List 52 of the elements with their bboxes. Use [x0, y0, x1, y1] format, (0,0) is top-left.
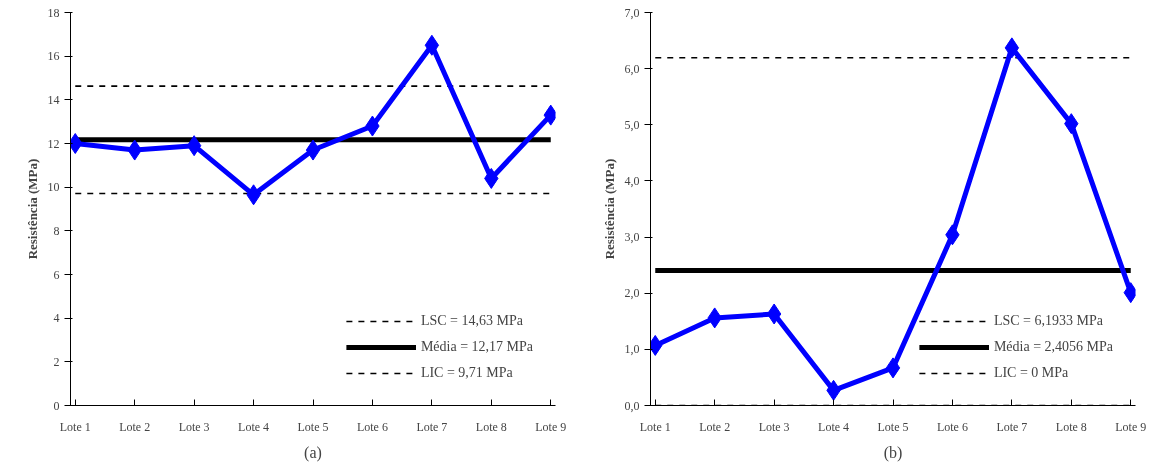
legend-label: Média = 12,17 MPa [420, 339, 533, 355]
y-axis-title: Resistência (MPa) [24, 158, 40, 260]
point [885, 357, 901, 379]
y-tick-label: 5,0 [624, 117, 640, 132]
y-tick-label: 14 [47, 92, 60, 107]
x-tick-label: Lote 8 [475, 419, 507, 434]
x-tick-label: Lote 3 [758, 419, 790, 434]
x-tick-label: Lote 6 [936, 419, 968, 434]
y-tick-label: 6 [53, 267, 60, 282]
x-tick-label: Lote 2 [119, 419, 151, 434]
y-tick-label: 7,0 [624, 5, 640, 20]
x-tick-label: Lote 7 [996, 419, 1028, 434]
y-tick-label: 8 [53, 223, 60, 238]
legend-label: LSC = 14,63 MPa [420, 313, 523, 329]
x-tick-label: Lote 3 [178, 419, 210, 434]
legend-label: LSC = 6,1933 MPa [993, 313, 1103, 329]
text: (a) [304, 443, 322, 462]
x-tick-label: Lote 6 [356, 419, 388, 434]
y-tick-label: 3,0 [624, 230, 640, 245]
point [424, 34, 440, 56]
x-tick-label: Lote 9 [535, 419, 567, 434]
x-tick-label: Lote 7 [416, 419, 448, 434]
x-tick-label: Lote 1 [59, 419, 91, 434]
y-tick-label: 4,0 [624, 173, 640, 188]
point [305, 139, 321, 161]
x-tick-label: Lote 1 [639, 419, 671, 434]
y-tick-label: 4 [53, 311, 60, 326]
point [766, 303, 782, 325]
x-tick-label: Lote 2 [699, 419, 731, 434]
legend-label: Média = 2,4056 MPa [993, 339, 1113, 355]
legend-label: LIC = 9,71 MPa [420, 365, 513, 381]
x-tick-label: Lote 9 [1115, 419, 1147, 434]
legend-label: LIC = 0 MPa [993, 365, 1069, 381]
x-tick-label: Lote 4 [818, 419, 850, 434]
y-tick-label: 2 [53, 354, 60, 369]
point [1004, 37, 1020, 59]
x-tick-label: Lote 8 [1055, 419, 1087, 434]
y-tick-label: 0,0 [624, 398, 640, 413]
point [186, 135, 202, 157]
x-tick-label: Lote 5 [297, 419, 329, 434]
text: (b) [883, 443, 903, 462]
y-tick-label: 1,0 [624, 342, 640, 357]
y-tick-label: 6,0 [624, 61, 640, 76]
y-tick-label: 18 [47, 5, 60, 20]
y-axis-title: Resistência (MPa) [601, 158, 617, 260]
y-tick-label: 16 [47, 49, 60, 64]
y-tick-label: 0 [53, 398, 60, 413]
x-tick-label: Lote 5 [877, 419, 909, 434]
y-tick-label: 12 [47, 136, 60, 151]
y-tick-label: 10 [47, 180, 60, 195]
y-tick-label: 2,0 [624, 286, 640, 301]
x-tick-label: Lote 4 [238, 419, 270, 434]
